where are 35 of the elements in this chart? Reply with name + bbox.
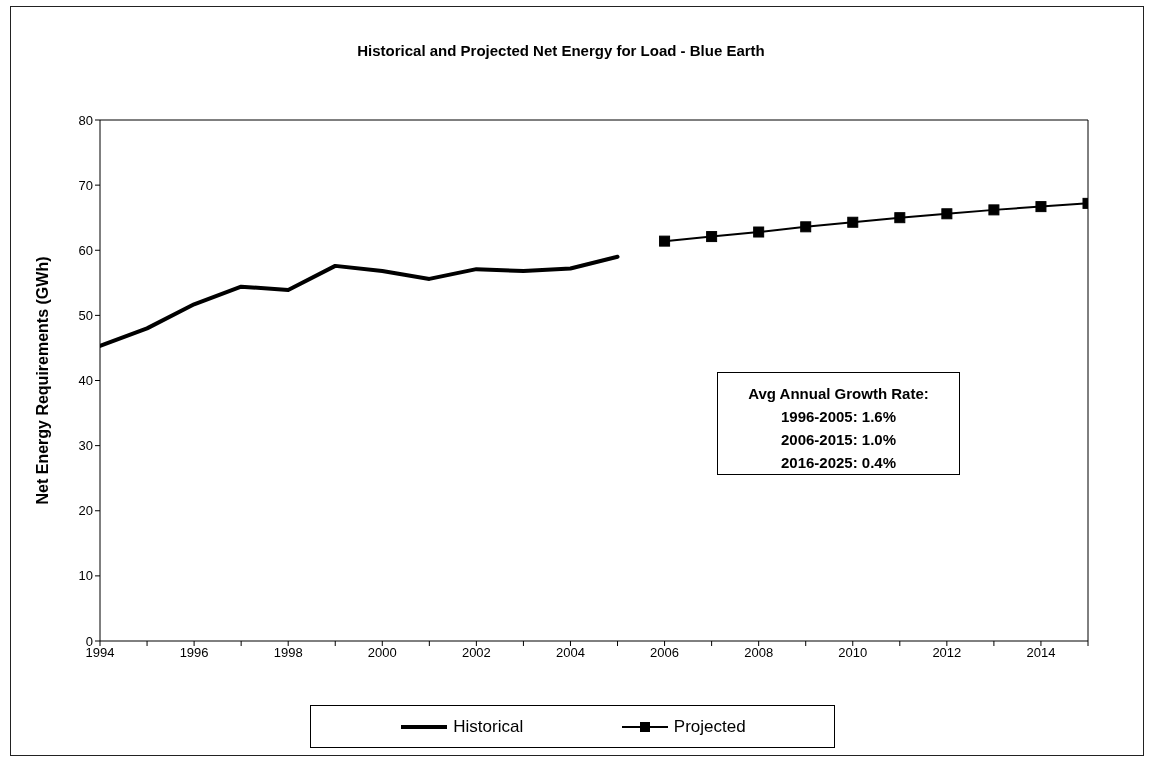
point <box>847 216 859 228</box>
point <box>1035 201 1047 213</box>
x-tick-label: 2004 <box>556 645 585 661</box>
x-tick-label: 2010 <box>838 645 868 661</box>
y-tick-label: 20 <box>78 503 93 519</box>
point <box>894 212 906 224</box>
y-tick-label: 70 <box>78 177 93 193</box>
legend-label: Projected <box>673 716 746 737</box>
x-tick-label: 2012 <box>932 645 962 661</box>
chart-title: Historical and Projected Net Energy for Load - Blue Earth <box>356 42 766 59</box>
point <box>659 235 671 247</box>
x-tick-label: 1998 <box>273 645 303 661</box>
point <box>706 231 718 243</box>
annotation: 2016-2025: 0.4% <box>779 453 898 473</box>
y-tick-label: 10 <box>78 568 93 584</box>
y-tick-label: 40 <box>78 373 93 389</box>
legend-label: Historical <box>453 716 524 737</box>
y-tick-label: 60 <box>78 242 93 258</box>
x-tick-label: 2008 <box>744 645 774 661</box>
point <box>988 204 1000 216</box>
x-tick-label: 2002 <box>461 645 491 661</box>
annotation: 1996-2005: 1.6% <box>779 407 898 427</box>
x-tick-label: 2006 <box>650 645 680 661</box>
y-axis-title: Net Energy Requirements (GWh) <box>33 256 51 505</box>
point <box>753 226 765 238</box>
point <box>941 208 953 220</box>
point <box>800 221 812 233</box>
annotation: 2006-2015: 1.0% <box>779 430 898 450</box>
y-tick-label: 80 <box>78 112 93 128</box>
y-tick-label: 30 <box>78 438 93 454</box>
x-tick-label: 2000 <box>367 645 397 661</box>
x-tick-label: 1996 <box>179 645 209 661</box>
x-tick-label: 2014 <box>1026 645 1056 661</box>
annotation: Avg Annual Growth Rate: <box>747 384 930 404</box>
y-tick-label: 50 <box>78 307 93 323</box>
